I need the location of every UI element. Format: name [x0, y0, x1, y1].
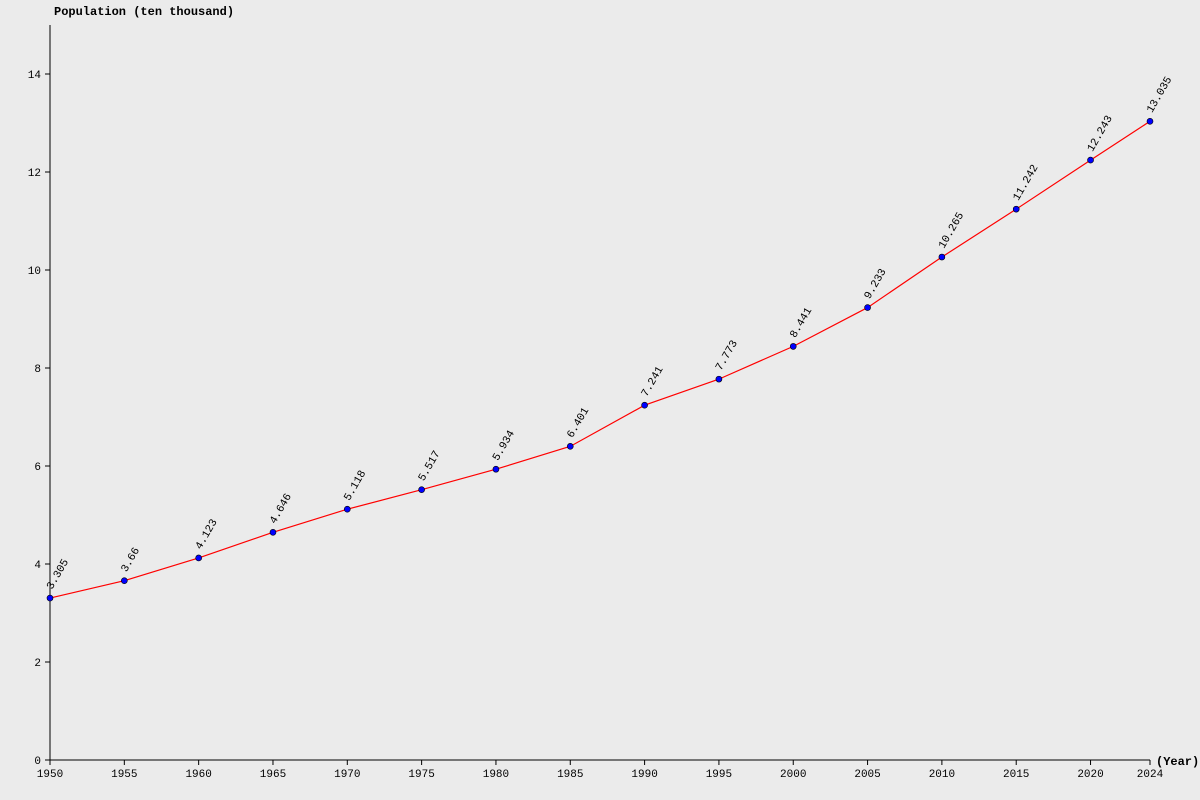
data-point-label: 13.035 [1145, 75, 1175, 115]
data-point-marker [270, 529, 276, 535]
y-tick-label: 10 [28, 266, 41, 278]
data-point-marker [716, 376, 722, 382]
x-tick-label: 1955 [111, 769, 137, 781]
y-tick-label: 8 [34, 364, 41, 376]
axes [50, 25, 1150, 760]
x-tick-label: 1985 [557, 769, 583, 781]
data-point-label: 8.441 [788, 305, 815, 340]
data-point-label: 7.773 [714, 339, 741, 374]
data-point-label: 3.66 [119, 546, 143, 575]
data-point-marker [419, 487, 425, 493]
y-tick-label: 2 [34, 658, 41, 670]
x-tick-label: 1960 [185, 769, 211, 781]
y-tick-label: 12 [28, 168, 41, 180]
data-point-marker [642, 402, 648, 408]
y-tick-label: 0 [34, 756, 41, 768]
data-point-marker [493, 466, 499, 472]
data-point-marker [939, 254, 945, 260]
data-point-marker [196, 555, 202, 561]
x-tick-label: 2024 [1137, 769, 1164, 781]
data-point-marker [567, 443, 573, 449]
data-point-label: 5.118 [342, 469, 369, 504]
y-tick-label: 6 [34, 462, 41, 474]
y-tick-label: 14 [28, 70, 42, 82]
data-point-marker [1147, 118, 1153, 124]
data-point-label: 6.401 [565, 405, 592, 440]
data-point-marker [1013, 206, 1019, 212]
data-point-label: 11.242 [1011, 163, 1041, 203]
x-tick-label: 2005 [854, 769, 880, 781]
data-point-marker [790, 343, 796, 349]
x-tick-label: 2000 [780, 769, 806, 781]
y-axis-ticks: 0 2 4 6 8 10 12 14 [28, 70, 50, 768]
x-tick-label: 1995 [706, 769, 732, 781]
data-point-label: 5.517 [417, 449, 444, 484]
data-point-marker [47, 595, 53, 601]
y-tick-label: 4 [34, 560, 41, 572]
x-tick-label: 1970 [334, 769, 360, 781]
x-tick-label: 1950 [37, 769, 63, 781]
x-tick-label: 1980 [483, 769, 509, 781]
data-point-label: 4.646 [268, 492, 295, 527]
x-tick-label: 1965 [260, 769, 286, 781]
data-point-label: 10.265 [937, 211, 967, 251]
data-point-marker [344, 506, 350, 512]
data-point-label: 3.305 [45, 557, 72, 592]
x-tick-label: 1990 [631, 769, 657, 781]
x-tick-label: 2015 [1003, 769, 1029, 781]
x-tick-label: 2010 [929, 769, 955, 781]
x-axis-title: (Year) [1156, 755, 1199, 769]
data-point-marker [121, 578, 127, 584]
population-line-chart: 1950 1955 1960 1965 1970 1975 1980 1985 1990 1995… [0, 0, 1200, 800]
data-point-label: 12.243 [1086, 114, 1116, 154]
data-point-marker [1088, 157, 1094, 163]
data-points: 3.305 3.66 4.123 4.646 5.118 5.517 5.934 6.401 7… [45, 75, 1175, 601]
x-axis-ticks: 1950 1955 1960 1965 1970 1975 1980 1985 1990 1995… [37, 760, 1164, 781]
data-point-label: 7.241 [640, 364, 667, 399]
data-point-marker [865, 305, 871, 311]
data-point-label: 5.934 [491, 428, 518, 463]
data-point-label: 9.233 [863, 267, 890, 302]
y-axis-title: Population (ten thousand) [54, 5, 234, 19]
x-tick-label: 2020 [1077, 769, 1103, 781]
data-point-label: 4.123 [194, 517, 221, 552]
x-tick-label: 1975 [408, 769, 434, 781]
